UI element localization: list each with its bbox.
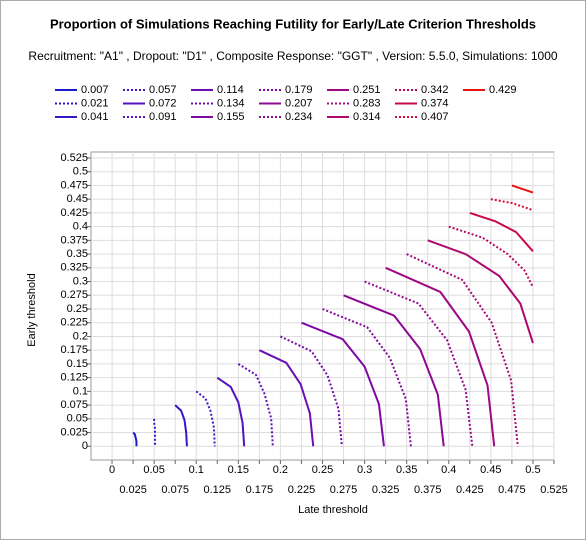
contour-line (195, 390, 216, 447)
y-tick-label: 0.45 (67, 193, 88, 205)
y-tick-label: 0 (82, 440, 88, 452)
x-tick-label: 0.225 (288, 484, 316, 496)
x-tick-label: 0.325 (372, 484, 400, 496)
legend-label: 0.207 (285, 97, 313, 109)
y-tick-label: 0.425 (60, 207, 88, 219)
x-tick-label: 0.525 (540, 484, 568, 496)
x-tick-label: 0.35 (396, 464, 417, 476)
legend-label: 0.179 (285, 84, 313, 96)
x-tick-label: 0.2 (273, 464, 288, 476)
y-tick-label: 0.175 (60, 344, 88, 356)
y-tick-label: 0.275 (60, 289, 88, 301)
legend-label: 0.283 (353, 97, 381, 109)
y-tick-label: 0.4 (73, 221, 88, 233)
legend-label: 0.057 (149, 84, 177, 96)
contour-line (490, 198, 534, 212)
y-tick-label: 0.025 (60, 426, 88, 438)
x-tick-label: 0.275 (330, 484, 358, 496)
legend-label: 0.155 (217, 111, 245, 123)
y-tick-label: 0.125 (60, 372, 88, 384)
contour-line (469, 211, 534, 253)
legend-label: 0.021 (81, 97, 109, 109)
contour-line (511, 184, 534, 194)
chart-title: Proportion of Simulations Reaching Futil… (50, 16, 536, 31)
contour-line (237, 363, 274, 447)
y-tick-label: 0.1 (73, 385, 88, 397)
x-tick-label: 0.3 (357, 464, 372, 476)
x-tick-label: 0.45 (480, 464, 501, 476)
y-tick-label: 0.375 (60, 234, 88, 246)
contour-line (132, 431, 138, 447)
y-tick-label: 0.475 (60, 179, 88, 191)
y-tick-label: 0.075 (60, 399, 88, 411)
contour-line (322, 308, 412, 447)
legend-label: 0.374 (421, 97, 449, 109)
x-tick-label: 0.4 (441, 464, 456, 476)
x-tick-label: 0.25 (312, 464, 333, 476)
x-tick-label: 0.075 (161, 484, 189, 496)
y-tick-label: 0.25 (67, 303, 88, 315)
legend-label: 0.134 (217, 97, 245, 109)
y-tick-label: 0.5 (73, 166, 88, 178)
y-tick-label: 0.525 (60, 152, 88, 164)
legend-label: 0.429 (489, 84, 517, 96)
contour-line (427, 239, 534, 344)
y-tick-label: 0.15 (67, 358, 88, 370)
y-tick-label: 0.35 (67, 248, 88, 260)
x-tick-label: 0.375 (414, 484, 442, 496)
contour-line (406, 253, 519, 447)
y-axis-title: Early threshold (26, 273, 38, 346)
contour-line (216, 376, 246, 447)
x-tick-label: 0.475 (498, 484, 526, 496)
x-tick-label: 0.15 (228, 464, 249, 476)
y-tick-label: 0.325 (60, 262, 88, 274)
legend-label: 0.314 (353, 111, 381, 123)
legend-label: 0.251 (353, 84, 381, 96)
contour-line (364, 280, 474, 447)
legend-label: 0.342 (421, 84, 449, 96)
x-tick-label: 0.175 (246, 484, 274, 496)
chart-subtitle: Recruitment: "A1" , Dropout: "D1" , Comp… (28, 49, 557, 63)
legend-label: 0.234 (285, 111, 313, 123)
legend-label: 0.041 (81, 111, 109, 123)
y-tick-label: 0.05 (67, 413, 88, 425)
legend-label: 0.072 (149, 97, 177, 109)
contour-line (385, 266, 496, 447)
contour-line (448, 225, 534, 288)
x-tick-label: 0.125 (204, 484, 232, 496)
legend-label: 0.007 (81, 84, 109, 96)
contour-line (301, 321, 385, 447)
x-tick-label: 0.025 (119, 484, 147, 496)
contour-line (343, 294, 445, 447)
x-tick-label: 0.1 (189, 464, 204, 476)
x-tick-label: 0.5 (525, 464, 540, 476)
contour-line (258, 349, 315, 447)
legend-label: 0.407 (421, 111, 449, 123)
y-tick-label: 0.2 (73, 330, 88, 342)
x-axis-title: Late threshold (298, 504, 368, 516)
x-tick-label: 0 (109, 464, 115, 476)
contour-line (174, 404, 188, 447)
legend-label: 0.114 (217, 84, 244, 96)
legend-label: 0.091 (149, 111, 177, 123)
y-tick-label: 0.225 (60, 317, 88, 329)
y-tick-label: 0.3 (73, 275, 88, 287)
contour-line (153, 418, 156, 447)
x-tick-label: 0.425 (456, 484, 484, 496)
x-tick-label: 0.05 (143, 464, 164, 476)
